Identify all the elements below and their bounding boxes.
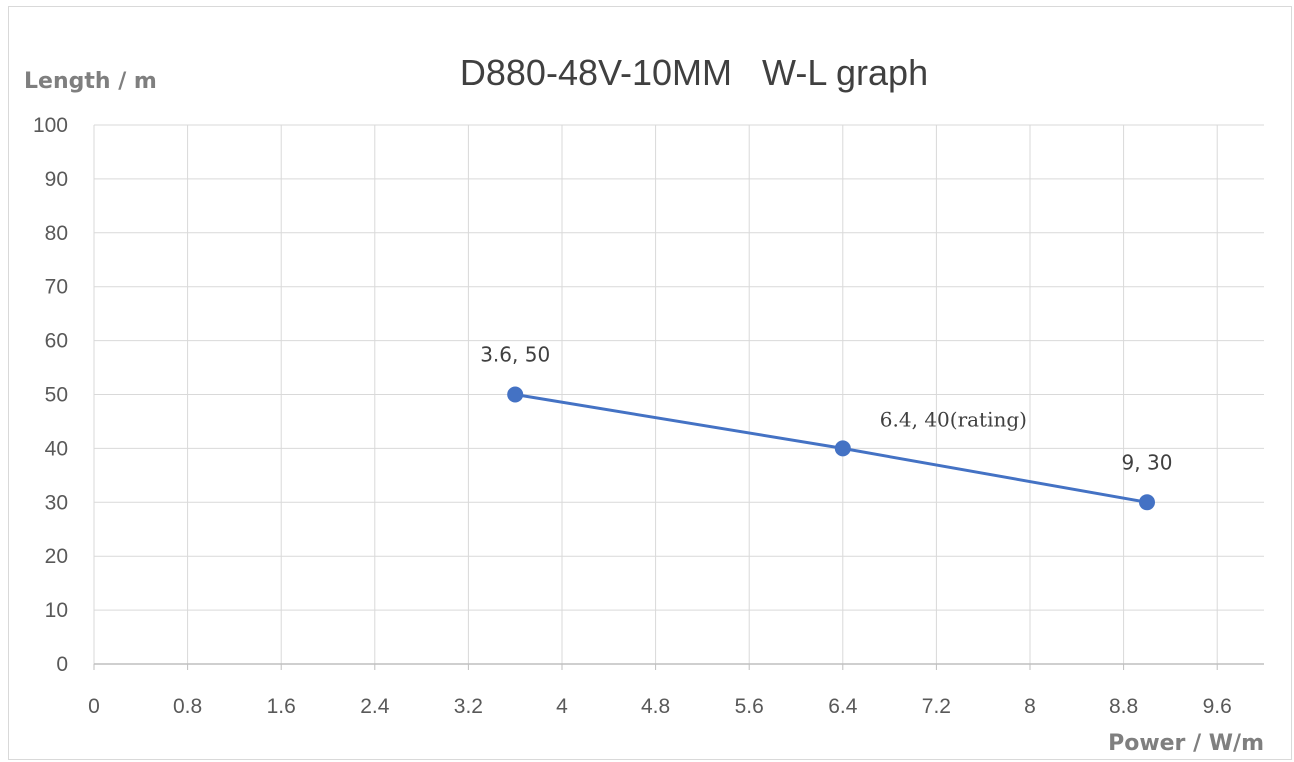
x-tick-label: 8 bbox=[1024, 695, 1036, 718]
data-label: 9, 30 bbox=[1122, 450, 1173, 474]
x-tick-label: 0 bbox=[88, 695, 100, 718]
x-tick-label: 4 bbox=[556, 695, 568, 718]
data-point bbox=[1139, 494, 1155, 511]
y-tick-label: 70 bbox=[45, 276, 68, 299]
y-tick-label: 30 bbox=[45, 491, 68, 514]
y-axis-label: Length / m bbox=[24, 69, 157, 94]
y-tick-label: 40 bbox=[45, 437, 68, 460]
y-tick-label: 80 bbox=[45, 222, 68, 245]
x-tick-label: 8.8 bbox=[1109, 695, 1138, 718]
x-tick-label: 3.2 bbox=[454, 695, 483, 718]
data-label: 3.6, 50 bbox=[480, 343, 550, 367]
x-tick-label: 0.8 bbox=[173, 695, 202, 718]
x-tick-label: 5.6 bbox=[735, 695, 764, 718]
chart-frame bbox=[8, 6, 1292, 760]
data-point bbox=[834, 440, 851, 457]
grid bbox=[93, 124, 1264, 670]
y-tick-label: 100 bbox=[33, 114, 68, 137]
x-tick-label: 6.4 bbox=[828, 695, 858, 718]
y-tick-label: 20 bbox=[45, 545, 68, 568]
y-tick-label: 90 bbox=[45, 168, 68, 191]
x-tick-label: 7.2 bbox=[922, 695, 951, 718]
series-marks: 3.6, 50 6.4, 40(rating) 9, 30 bbox=[480, 343, 1172, 511]
y-tick-label: 60 bbox=[45, 330, 68, 353]
x-tick-label: 1.6 bbox=[267, 695, 296, 718]
chart-title: D880-48V-10MM W-L graph bbox=[460, 52, 928, 93]
x-tick-label: 9.6 bbox=[1203, 695, 1232, 718]
tick-labels: 0 10 20 30 40 50 60 70 80 90 100 0 0.8 1.6 2.4 3.2 4 4.8 5… bbox=[33, 114, 1232, 718]
x-tick-label: 2.4 bbox=[360, 695, 390, 718]
y-tick-label: 50 bbox=[45, 384, 68, 407]
x-tick-label: 4.8 bbox=[641, 695, 670, 718]
data-point bbox=[507, 386, 524, 403]
x-axis-label: Power / W/m bbox=[1108, 731, 1264, 756]
y-tick-label: 10 bbox=[45, 599, 68, 622]
data-label: 6.4, 40(rating) bbox=[880, 407, 1027, 431]
y-tick-label: 0 bbox=[56, 653, 68, 676]
